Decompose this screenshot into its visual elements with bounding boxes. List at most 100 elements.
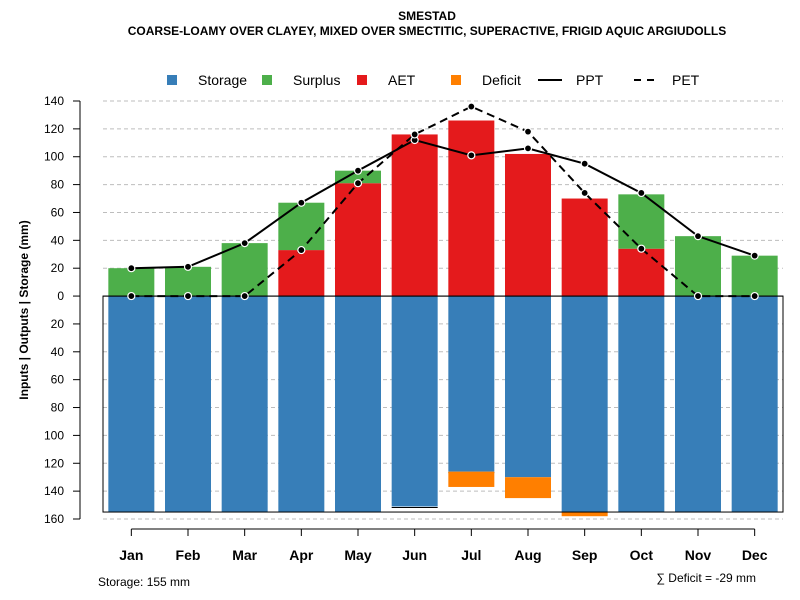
storage-bar <box>618 296 665 513</box>
pet-point <box>183 291 193 301</box>
pet-point <box>127 291 136 301</box>
y-tick-label: 140 <box>44 484 64 498</box>
x-tick-label: Oct <box>630 547 654 563</box>
legend-label-aet: AET <box>388 72 416 88</box>
ppt-point <box>183 262 193 271</box>
x-tick-label: Jul <box>461 547 481 563</box>
y-tick-label: 60 <box>51 373 65 387</box>
aet-bar <box>448 120 495 297</box>
deficit-bar <box>561 512 608 517</box>
storage-bar <box>165 296 211 513</box>
storage-bar <box>108 296 155 513</box>
pet-point <box>580 188 589 198</box>
y-tick-label: 140 <box>44 94 64 108</box>
ppt-point <box>127 264 136 273</box>
ppt-point <box>637 188 646 198</box>
x-tick-label: Aug <box>514 547 541 563</box>
y-tick-label: 100 <box>44 150 64 164</box>
surplus-bar <box>731 255 778 297</box>
surplus-bar <box>278 202 325 251</box>
legend-label-ppt: PPT <box>576 72 604 88</box>
deficit-annotation: ∑ Deficit = -29 mm <box>656 571 756 585</box>
x-tick-label: Dec <box>742 547 768 563</box>
aet-bar <box>618 248 665 297</box>
storage-bar <box>221 296 268 513</box>
pet-point <box>240 291 249 301</box>
legend-swatch-aet <box>357 75 367 85</box>
y-tick-label: 120 <box>44 122 64 136</box>
y-tick-label: 60 <box>51 205 65 219</box>
ppt-point <box>750 251 759 260</box>
ppt-point <box>693 232 703 241</box>
legend: Storage Surplus AET Deficit PPT PET <box>167 72 700 88</box>
x-tick-label: Nov <box>685 547 712 563</box>
aet-bar <box>505 153 551 297</box>
x-tick-label: Jan <box>119 547 143 563</box>
pet-line <box>131 105 755 298</box>
gridlines <box>103 100 783 520</box>
pet-point <box>410 130 419 139</box>
y-tick-label: 80 <box>51 178 65 192</box>
y-axis-label: Inputs | Outputs | Storage (mm) <box>17 220 31 399</box>
series-points <box>127 102 759 301</box>
ppt-point <box>467 151 476 160</box>
legend-label-surplus: Surplus <box>293 72 340 88</box>
pet-point <box>353 179 363 188</box>
pet-point <box>750 291 759 301</box>
y-tick-label: 40 <box>51 345 65 359</box>
series-lines <box>131 105 755 298</box>
ppt-point <box>240 239 249 248</box>
legend-label-pet: PET <box>672 72 700 88</box>
storage-bar <box>391 296 438 507</box>
surplus-bar <box>221 243 268 297</box>
legend-swatch-storage <box>167 75 177 85</box>
bars <box>102 120 784 517</box>
surplus-bar <box>165 266 211 297</box>
aet-bar <box>561 198 608 297</box>
pet-point <box>297 245 306 255</box>
deficit-bar <box>448 471 495 487</box>
deficit-bar <box>505 477 551 499</box>
y-tick-label: 100 <box>44 428 64 442</box>
ppt-point <box>297 198 306 207</box>
x-tick-label: Jun <box>402 547 427 563</box>
aet-bar <box>278 250 325 297</box>
y-tick-label: 20 <box>51 261 65 275</box>
surplus-bar <box>108 268 155 297</box>
storage-bar <box>505 296 551 478</box>
legend-label-storage: Storage <box>198 72 247 88</box>
surplus-bar <box>675 236 721 297</box>
legend-label-deficit: Deficit <box>482 72 521 88</box>
ppt-point <box>523 144 533 153</box>
storage-bar <box>561 296 608 513</box>
storage-bar <box>731 296 778 513</box>
pet-point <box>693 291 703 301</box>
storage-bar <box>675 296 721 513</box>
surplus-bar <box>618 194 665 249</box>
legend-swatch-deficit <box>451 75 461 85</box>
pet-point <box>467 102 476 111</box>
x-tick-label: Apr <box>289 547 314 563</box>
chart-title: SMESTAD <box>398 9 456 23</box>
aet-bar <box>335 183 381 297</box>
y-tick-label: 160 <box>44 512 64 526</box>
y-tick-label: 0 <box>57 289 64 303</box>
ppt-line <box>131 138 755 270</box>
y-axis: 140 120 100 80 60 40 20 0 20 40 60 80 100 120 140 160 <box>44 94 81 526</box>
x-tick-label: Mar <box>232 547 257 563</box>
storage-bar <box>278 296 325 513</box>
y-tick-label: 120 <box>44 456 64 470</box>
x-tick-label: Sep <box>572 547 598 563</box>
y-tick-label: 80 <box>51 401 65 415</box>
y-tick-label: 20 <box>51 317 65 331</box>
storage-annotation: Storage: 155 mm <box>98 575 190 589</box>
y-tick-label: 40 <box>51 233 65 247</box>
ppt-point <box>353 166 363 175</box>
ppt-point <box>580 159 589 168</box>
aet-bar <box>391 134 438 297</box>
x-tick-label: May <box>344 547 371 563</box>
storage-bar <box>448 296 495 472</box>
x-axis: Jan Feb Mar Apr May Jun Jul Aug Sep Oct Nov Dec <box>119 528 768 563</box>
chart-subtitle: COARSE-LOAMY OVER CLAYEY, MIXED OVER SME… <box>128 24 727 38</box>
